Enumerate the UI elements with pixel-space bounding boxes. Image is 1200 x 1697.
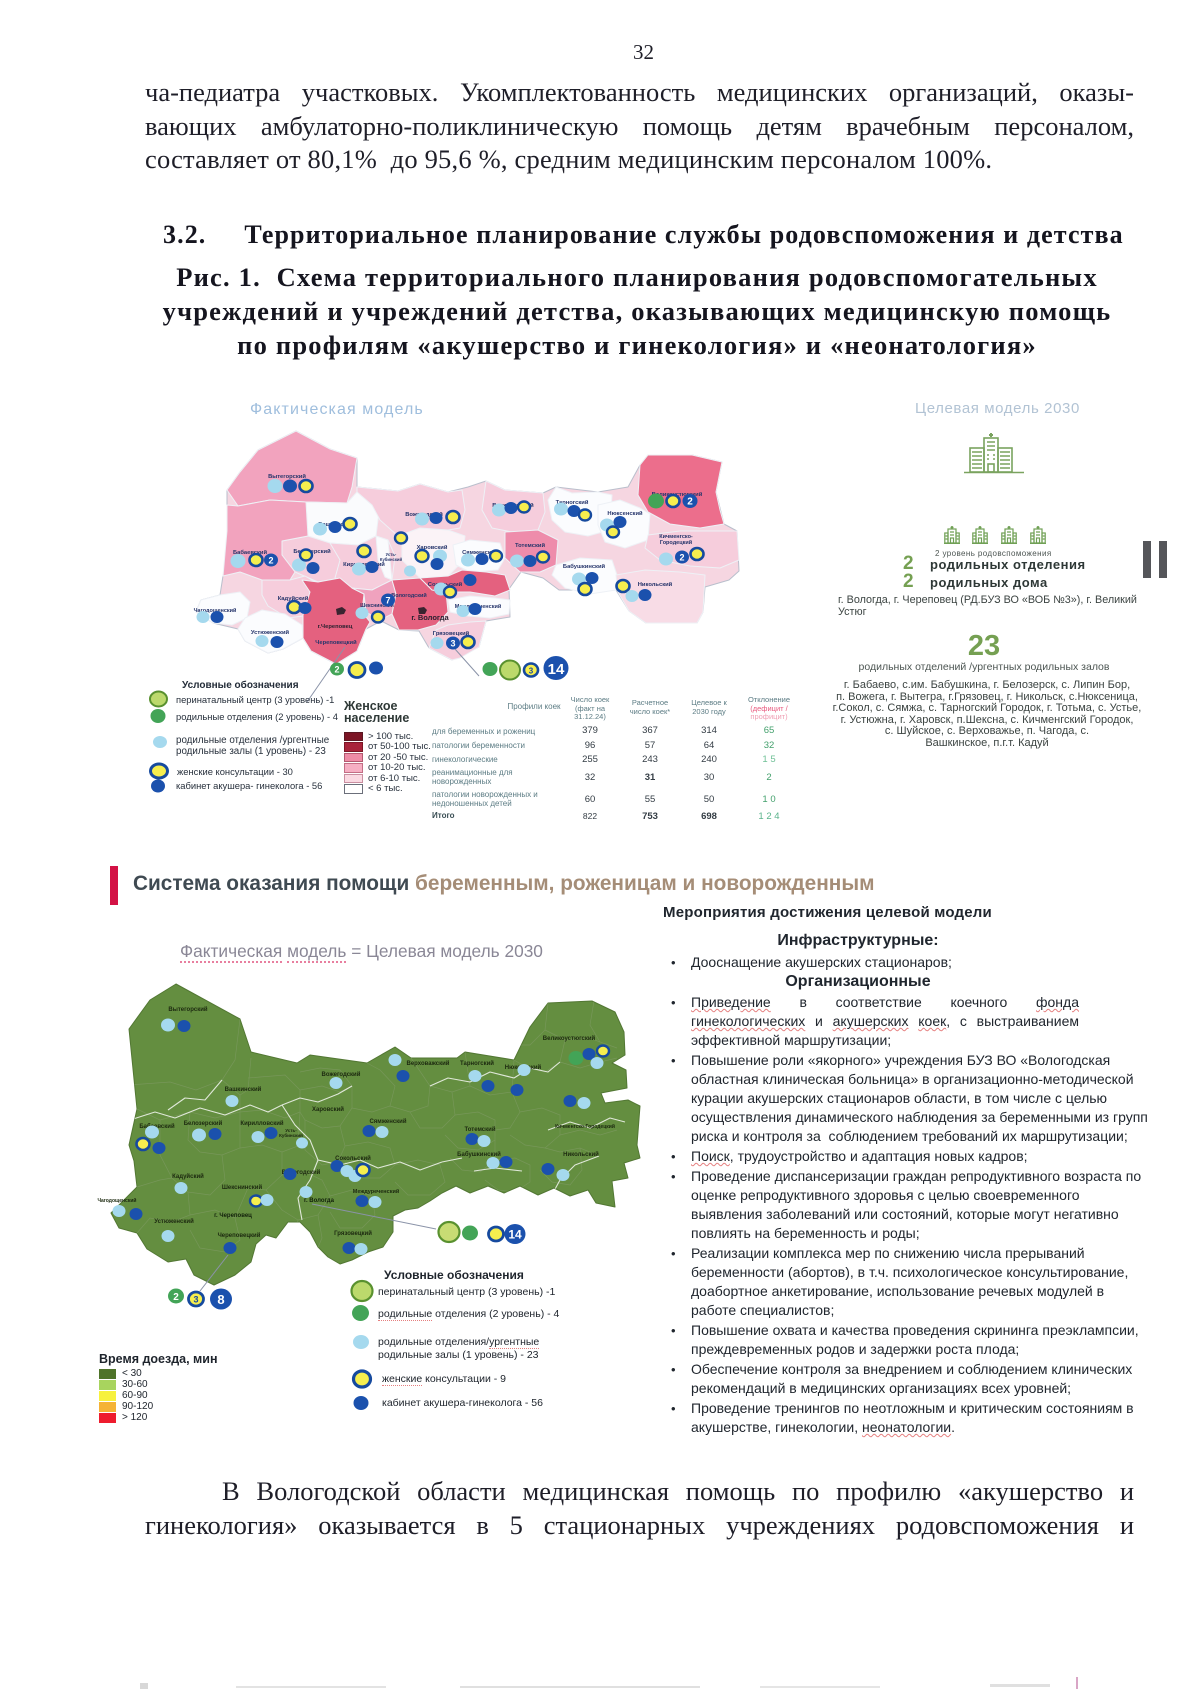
svg-text:3: 3 (193, 1295, 198, 1305)
svg-text:Сямженский: Сямженский (462, 549, 498, 556)
svg-text:Вожегодский: Вожегодский (322, 1071, 361, 1078)
svg-text:Никольский: Никольский (563, 1151, 599, 1158)
svg-text:Вашкинский: Вашкинский (225, 1086, 262, 1093)
svg-text:Кирилловский: Кирилловский (343, 561, 385, 568)
svg-text:Усть-: Усть- (285, 1128, 297, 1133)
svg-text:Великоустюгский: Великоустюгский (543, 1035, 596, 1042)
svg-text:Сокольский: Сокольский (335, 1155, 371, 1162)
svg-text:3: 3 (529, 667, 534, 676)
svg-text:Череповецкий: Череповецкий (218, 1232, 261, 1239)
svg-text:Кирилловский: Кирилловский (240, 1120, 283, 1127)
svg-text:г.Череповец: г.Череповец (318, 624, 353, 630)
svg-text:3: 3 (450, 639, 455, 649)
svg-text:Кадуйский: Кадуйский (278, 595, 309, 602)
svg-text:Кубинский: Кубинский (380, 557, 403, 562)
svg-text:г. Вологда: г. Вологда (411, 613, 449, 622)
svg-text:2: 2 (334, 665, 339, 675)
svg-text:Грязовецкий: Грязовецкий (334, 1230, 372, 1237)
svg-text:14: 14 (508, 1228, 522, 1242)
svg-text:Бабаевский: Бабаевский (139, 1123, 175, 1130)
svg-text:7: 7 (385, 596, 390, 606)
svg-text:Череповецкий: Череповецкий (315, 639, 357, 646)
svg-text:Великоустюгский: Великоустюгский (652, 491, 703, 498)
svg-text:г. Череповец: г. Череповец (214, 1213, 252, 1219)
svg-text:Вологодский: Вологодский (282, 1169, 321, 1176)
svg-text:Харовский: Харовский (312, 1106, 344, 1113)
svg-text:2: 2 (268, 556, 273, 566)
svg-text:Тарногский: Тарногский (556, 499, 589, 506)
svg-text:Кичменгско-Городецкий: Кичменгско-Городецкий (555, 1123, 615, 1130)
svg-text:Кубинский: Кубинский (279, 1132, 303, 1138)
svg-text:Грязовецкий: Грязовецкий (433, 630, 470, 637)
svg-text:Городецкий: Городецкий (660, 539, 692, 546)
svg-text:Кадуйский: Кадуйский (172, 1173, 204, 1180)
svg-text:Чагодощенский: Чагодощенский (98, 1197, 137, 1204)
svg-text:Харовский: Харовский (417, 544, 448, 551)
svg-text:Вытегорский: Вытегорский (268, 473, 306, 480)
svg-text:Устюженский: Устюженский (154, 1218, 194, 1225)
svg-text:2: 2 (173, 1292, 179, 1303)
svg-text:2: 2 (687, 497, 693, 508)
svg-text:Шекснинский: Шекснинский (222, 1184, 263, 1191)
svg-text:Тотемский: Тотемский (515, 542, 545, 549)
svg-text:2: 2 (679, 553, 684, 563)
svg-text:Бабушкинский: Бабушкинский (457, 1151, 501, 1158)
svg-text:Тотемский: Тотемский (464, 1126, 495, 1133)
svg-text:Вологодский: Вологодский (391, 592, 426, 599)
svg-text:Бабаевский: Бабаевский (233, 549, 268, 556)
svg-text:Кичменгско-: Кичменгско- (659, 534, 693, 540)
svg-text:Никольский: Никольский (638, 581, 673, 588)
svg-text:Бабушкинский: Бабушкинский (563, 563, 606, 570)
svg-text:Сямженский: Сямженский (369, 1118, 406, 1125)
svg-text:Шекснинский: Шекснинский (360, 602, 394, 609)
svg-text:8: 8 (217, 1292, 224, 1307)
svg-text:Усть-: Усть- (386, 552, 397, 557)
svg-text:Тарногский: Тарногский (460, 1060, 494, 1067)
svg-text:Белозерский: Белозерский (293, 548, 331, 555)
svg-text:14: 14 (548, 661, 565, 678)
svg-text:Чагодощенский: Чагодощенский (194, 607, 237, 614)
svg-text:Белозерский: Белозерский (184, 1120, 223, 1127)
svg-text:Междуреченский: Междуреченский (353, 1188, 399, 1195)
svg-text:Вытегорский: Вытегорский (168, 1006, 208, 1013)
svg-text:Устюженский: Устюженский (251, 629, 290, 636)
svg-text:Верховажский: Верховажский (407, 1060, 450, 1067)
svg-text:г. Вологда: г. Вологда (304, 1198, 335, 1204)
svg-text:Нюксенский: Нюксенский (607, 510, 643, 517)
